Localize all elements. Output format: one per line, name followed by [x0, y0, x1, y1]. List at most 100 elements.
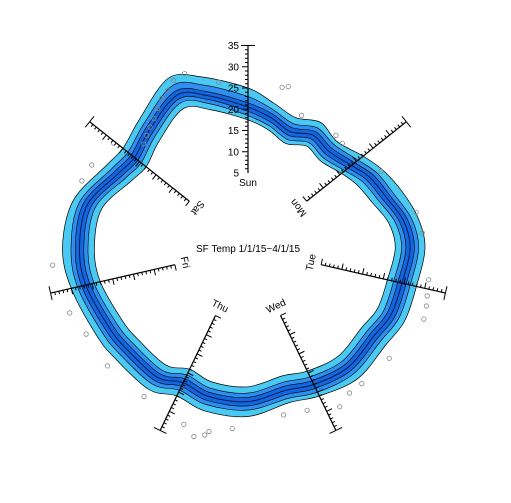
axis-tick [324, 405, 328, 408]
axis-tick [331, 421, 336, 424]
axis-tick [390, 129, 394, 133]
axis-tick [324, 182, 327, 186]
axis-tick [397, 124, 401, 128]
axis-tick [411, 282, 414, 286]
outlier-point [165, 87, 171, 93]
axis-tick [213, 318, 217, 322]
axis-tick [183, 380, 188, 383]
axis-tick [377, 140, 381, 144]
axis-tick [143, 166, 147, 170]
tick-label: 15 [228, 126, 240, 137]
axis-tick [436, 288, 439, 292]
axis-tick [54, 292, 56, 296]
axis-tick [386, 276, 389, 280]
axis-tick [403, 277, 406, 284]
axis-tick [141, 272, 143, 276]
outlier-point [79, 178, 85, 184]
axis-tick [350, 161, 354, 165]
axis-tick [374, 273, 377, 278]
axis-tick [352, 156, 357, 162]
tick-label: 25 [228, 84, 240, 95]
axis-tick [394, 127, 397, 131]
axis-tick [176, 395, 180, 398]
axis-tick [174, 264, 177, 271]
outlier-point [182, 71, 188, 77]
outlier-point [280, 412, 287, 418]
axis-end-cap [153, 426, 167, 434]
axis-tick [344, 166, 347, 170]
axis-tick [289, 331, 296, 336]
axis-tick [170, 265, 172, 269]
axis-tick [95, 282, 98, 286]
outlier-point [229, 425, 235, 432]
axis-tick [317, 389, 324, 393]
axis-tick [295, 344, 299, 347]
axis-tick [116, 277, 119, 281]
outlier-point [147, 124, 153, 130]
axis-tick [330, 177, 334, 181]
axis-tick [174, 399, 178, 402]
outlier-point [154, 105, 160, 112]
axis-tick [374, 142, 377, 146]
axis-tick [385, 129, 391, 136]
axis-tick [333, 424, 337, 428]
axis-tick [189, 368, 193, 371]
axis-tick [163, 422, 167, 425]
axis-tick [320, 258, 323, 265]
axis-end-cap [401, 115, 412, 128]
axis-tick [440, 289, 443, 293]
axis-tick [345, 267, 348, 271]
outlier-point [421, 316, 427, 322]
axis-tick [311, 193, 314, 197]
axis-tick [169, 410, 175, 415]
axis-tick [311, 378, 315, 382]
axis-tick [193, 361, 197, 364]
axis-tick [382, 272, 386, 279]
axis-tick [364, 150, 367, 154]
day-label-thu: Thu [210, 298, 230, 315]
axis-tick [317, 187, 321, 191]
outlier-point [67, 310, 73, 316]
axis-tick [324, 262, 327, 266]
axis-tick [123, 150, 127, 154]
outlier-point [159, 95, 165, 102]
axis-tick [157, 268, 160, 272]
axis-tick [191, 364, 195, 368]
axis-tick [127, 153, 130, 157]
axis-tick [163, 182, 167, 186]
axis-tick [304, 363, 308, 366]
axis-tick [211, 322, 215, 325]
outlier-point [339, 140, 345, 146]
outlier-point [170, 77, 176, 84]
axis-tick [91, 283, 94, 290]
axis-tick [132, 274, 136, 281]
axis-tick [366, 272, 368, 276]
axis-tick [170, 407, 175, 410]
axis-tick [349, 268, 352, 272]
axis-tick [432, 287, 435, 291]
axis-tick [100, 132, 104, 135]
axis-tick [309, 375, 313, 378]
axis-tick [327, 180, 331, 184]
axis-tick [337, 265, 339, 269]
axis-tick [83, 285, 85, 289]
outlier-point [202, 432, 208, 438]
outlier-point [151, 116, 157, 122]
axis-tick [74, 287, 77, 291]
outlier-point [49, 262, 56, 268]
day-label-mon: Mon [289, 196, 310, 218]
tick-label: 35 [228, 41, 240, 52]
axis-tick [165, 418, 169, 421]
axis-tick [114, 142, 117, 146]
axis-tick [428, 286, 431, 290]
outlier-point [378, 168, 384, 174]
axis-tick [206, 334, 212, 338]
axis-tick [161, 267, 164, 271]
axis-tick [87, 284, 90, 288]
axis-tick [94, 126, 97, 130]
axis-tick [168, 187, 174, 193]
axis-tick [112, 278, 115, 285]
tick-label: 20 [228, 105, 240, 116]
axis-tick [202, 341, 206, 345]
